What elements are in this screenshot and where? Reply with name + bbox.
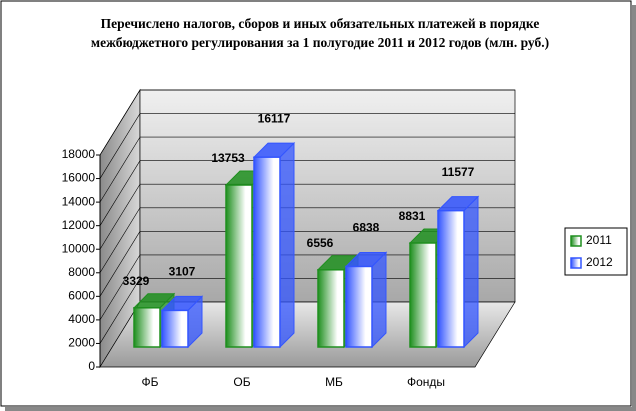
value-label: 3329 xyxy=(123,274,150,288)
grid-line xyxy=(99,160,141,226)
value-label: 6556 xyxy=(307,236,334,250)
y-tick-label: 4000 xyxy=(68,312,95,326)
chart-title: Перечислено налогов, сборов и иных обяза… xyxy=(90,16,550,50)
y-tick-label: 18000 xyxy=(62,147,96,161)
y-tick-label: 14000 xyxy=(62,194,96,208)
value-label: 3107 xyxy=(169,265,196,279)
grid-line xyxy=(99,184,141,250)
shadow xyxy=(632,5,636,409)
value-label: 13753 xyxy=(211,151,245,165)
value-label: 16117 xyxy=(258,111,291,125)
value-label: 6838 xyxy=(353,221,380,235)
bar-front xyxy=(161,309,189,348)
bar-front xyxy=(317,269,345,348)
x-tick-label: ФБ xyxy=(142,375,159,389)
value-label: 11577 xyxy=(442,165,475,179)
y-tick-label: 16000 xyxy=(62,171,96,185)
bar-side xyxy=(371,251,387,349)
bar-front xyxy=(225,184,253,348)
x-tick-label: Фонды xyxy=(407,375,445,389)
grid-line xyxy=(99,278,141,344)
x-tick-label: МБ xyxy=(325,375,343,389)
legend-swatch xyxy=(570,235,582,247)
bar-front xyxy=(253,156,281,348)
bar xyxy=(344,251,388,349)
y-tick-label: 6000 xyxy=(68,289,95,303)
x-tick-label: ОБ xyxy=(233,375,250,389)
bar-front xyxy=(133,307,161,348)
bar-side xyxy=(279,141,295,349)
legend-label: 2011 xyxy=(586,233,612,247)
grid-line xyxy=(99,113,141,179)
y-tick-label: 12000 xyxy=(62,218,96,232)
bar-front xyxy=(345,265,373,348)
bar-front xyxy=(437,209,465,348)
bar-side xyxy=(463,195,479,349)
y-tick-label: 10000 xyxy=(62,241,96,255)
bar xyxy=(160,295,204,349)
value-label: 8831 xyxy=(399,209,426,223)
y-tick-label: 0 xyxy=(88,359,95,373)
legend-label: 2012 xyxy=(586,255,613,269)
legend: 2011 2012 xyxy=(564,227,628,276)
bar-front xyxy=(409,242,437,348)
y-tick-label: 2000 xyxy=(68,336,95,350)
bar xyxy=(252,141,296,349)
shadow xyxy=(5,407,636,411)
y-tick-label: 8000 xyxy=(68,265,95,279)
grid-line xyxy=(99,136,141,203)
grid-line xyxy=(99,207,141,273)
bar xyxy=(436,195,480,349)
grid-line xyxy=(99,89,141,156)
grid-line xyxy=(99,231,141,297)
grid-line xyxy=(99,254,141,321)
legend-swatch xyxy=(570,257,582,269)
